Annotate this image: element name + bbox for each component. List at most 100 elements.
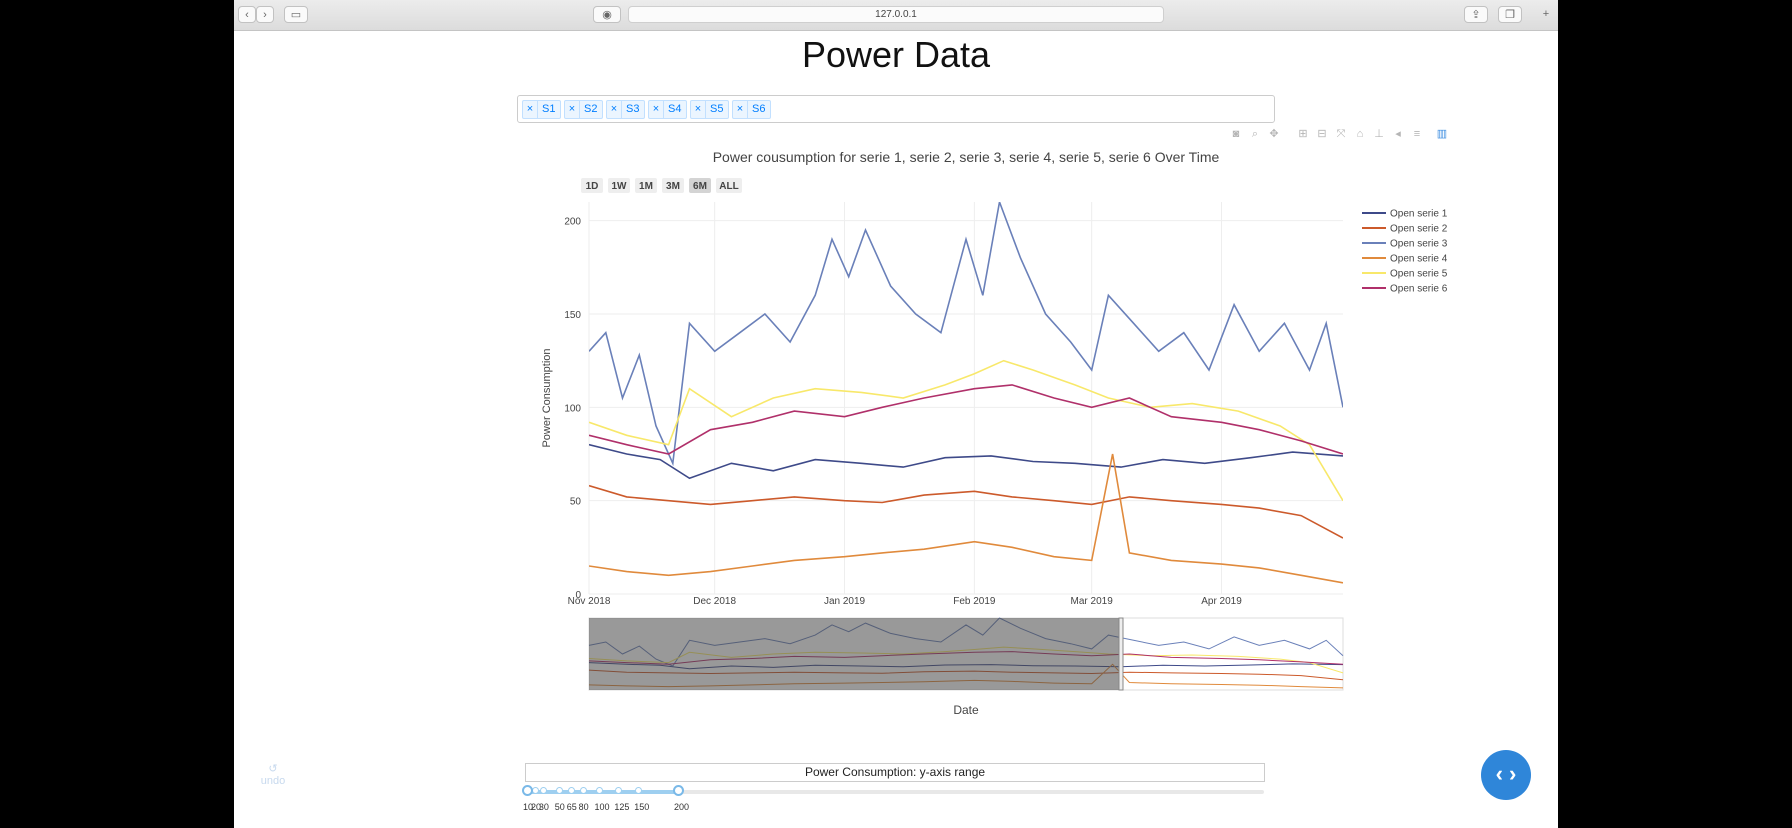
slider-mark-label: 30 (538, 802, 549, 812)
forward-button[interactable]: › (256, 6, 274, 23)
legend-item-5[interactable]: Open serie 5 (1390, 269, 1448, 280)
page-title: Power Data (801, 34, 991, 75)
y-tick-label: 0 (575, 590, 581, 601)
zoom-out-icon[interactable]: ⊟ (1317, 128, 1327, 140)
range-slider-handle[interactable] (1118, 617, 1124, 691)
x-axis-label: Date (953, 703, 979, 717)
range-button-1m[interactable] (635, 178, 657, 193)
series-line-3[interactable] (589, 202, 1343, 467)
range-button-1w[interactable] (608, 178, 630, 193)
series-chip-s3[interactable]: × S3 (606, 100, 646, 119)
chip-label: S1 (542, 103, 556, 115)
power-chart[interactable]: Power cousumption for serie 1, serie 2, … (234, 140, 1558, 730)
new-tab-icon[interactable]: + (1542, 8, 1550, 20)
slider-mark-dot (555, 787, 563, 794)
legend-item-6[interactable]: Open serie 6 (1390, 284, 1448, 295)
chip-label: S4 (668, 103, 682, 115)
slider-mark-label: 150 (634, 802, 650, 812)
range-button-label: 1D (586, 181, 599, 192)
undo-icon[interactable]: ↺ (268, 763, 278, 775)
tabs-icon[interactable]: ❐ (1498, 6, 1522, 23)
series-chip-s2[interactable]: × S2 (564, 100, 604, 119)
plotly-logo-icon[interactable]: ▥ (1436, 128, 1448, 140)
slider-mark-label: 100 (594, 802, 610, 812)
spike-lines-icon[interactable]: ⊥ (1374, 128, 1384, 140)
x-tick-label: Apr 2019 (1201, 596, 1242, 607)
code-toggle-button[interactable]: ‹ › (1481, 750, 1531, 800)
x-tick-label: Jan 2019 (824, 596, 866, 607)
legend-item-1[interactable]: Open serie 1 (1390, 209, 1448, 220)
y-tick-label: 50 (570, 497, 582, 508)
legend-item-3[interactable]: Open serie 3 (1390, 239, 1448, 250)
y-tick-label: 200 (564, 217, 581, 228)
slider-max-handle[interactable] (673, 785, 684, 796)
remove-s1-icon[interactable]: × (523, 101, 538, 118)
y-range-slider-title: Power Consumption: y-axis range (525, 763, 1265, 782)
slider-mark-label: 125 (614, 802, 630, 812)
series-line-5[interactable] (589, 359, 1343, 502)
range-button-6m[interactable] (689, 178, 711, 193)
range-button-label: 1M (639, 181, 653, 192)
slider-mark-label: 200 (674, 802, 690, 812)
autoscale-icon[interactable]: ⤧ (1336, 128, 1346, 140)
camera-icon[interactable]: ◙ (1232, 128, 1240, 140)
remove-s3-icon[interactable]: × (607, 101, 622, 118)
y-tick-label: 150 (564, 310, 581, 321)
y-tick-label: 100 (564, 403, 581, 414)
chip-label: S6 (752, 103, 766, 115)
x-tick-label: Mar 2019 (1071, 596, 1114, 607)
remove-s2-icon[interactable]: × (565, 101, 580, 118)
sidebar-toggle-button[interactable]: ▭ (284, 6, 308, 23)
remove-s6-icon[interactable]: × (733, 101, 748, 118)
x-tick-label: Nov 2018 (568, 596, 611, 607)
hover-closest-icon[interactable]: ◂ (1395, 128, 1401, 140)
slider-mark-dot (615, 787, 623, 794)
chip-label: S5 (710, 103, 724, 115)
chip-label: S2 (584, 103, 598, 115)
range-button-label: ALL (719, 181, 738, 192)
undo-control[interactable]: ↺ undo (258, 762, 288, 787)
series-chip-s5[interactable]: × S5 (690, 100, 730, 119)
undo-label: undo (260, 775, 286, 787)
hover-compare-icon[interactable]: ≡ (1413, 128, 1421, 140)
address-bar[interactable]: 127.0.0.1 (628, 6, 1164, 23)
series-line-2[interactable] (589, 484, 1343, 539)
range-button-all[interactable] (716, 178, 742, 193)
app-screen: ‹ › ▭ ◉ 127.0.0.1 ⇪ ❐ + Power Data × S1 ×… (234, 0, 1558, 828)
chip-label: S3 (626, 103, 640, 115)
slider-mark-dot (567, 787, 575, 794)
series-multiselect[interactable]: × S1 × S2 × S3 × S4 × S5 × S6 (517, 95, 1275, 123)
series-line-6[interactable] (589, 384, 1343, 455)
range-button-1d[interactable] (581, 178, 603, 193)
zoom-icon[interactable]: ⌕ (1251, 128, 1259, 140)
legend-item-4[interactable]: Open serie 4 (1390, 254, 1448, 265)
zoom-in-icon[interactable]: ⊞ (1298, 128, 1308, 140)
range-slider-window[interactable] (589, 618, 1121, 690)
series-line-4[interactable] (589, 453, 1343, 584)
slider-mark-label: 50 (554, 802, 565, 812)
back-button[interactable]: ‹ (238, 6, 256, 23)
chart-title: Power cousumption for serie 1, serie 2, … (713, 149, 1220, 165)
slider-mark-dot (595, 787, 603, 794)
slider-mark-label: 80 (578, 802, 589, 812)
range-button-label: 6M (693, 181, 707, 192)
pan-icon[interactable]: ✥ (1269, 128, 1279, 140)
series-chip-s1[interactable]: × S1 (522, 100, 562, 119)
privacy-icon[interactable]: ◉ (593, 6, 621, 23)
x-tick-label: Feb 2019 (953, 596, 996, 607)
series-line-1[interactable] (589, 443, 1343, 480)
browser-toolbar: ‹ › ▭ ◉ 127.0.0.1 ⇪ ❐ + (234, 0, 1558, 31)
legend-item-2[interactable]: Open serie 2 (1390, 224, 1448, 235)
remove-s4-icon[interactable]: × (649, 101, 664, 118)
y-range-slider[interactable]: 10 20 30 50 65 80 100 125 150 200 (522, 785, 1264, 812)
series-chip-s6[interactable]: × S6 (732, 100, 772, 119)
slider-mark-label: 10 (523, 802, 534, 812)
share-icon[interactable]: ⇪ (1464, 6, 1488, 23)
series-chip-s4[interactable]: × S4 (648, 100, 688, 119)
slider-mark-dot (635, 787, 643, 794)
remove-s5-icon[interactable]: × (691, 101, 706, 118)
slider-min-handle[interactable] (522, 785, 533, 796)
reset-axes-icon[interactable]: ⌂ (1356, 128, 1364, 140)
range-button-3m[interactable] (662, 178, 684, 193)
range-button-label: 1W (612, 181, 628, 192)
